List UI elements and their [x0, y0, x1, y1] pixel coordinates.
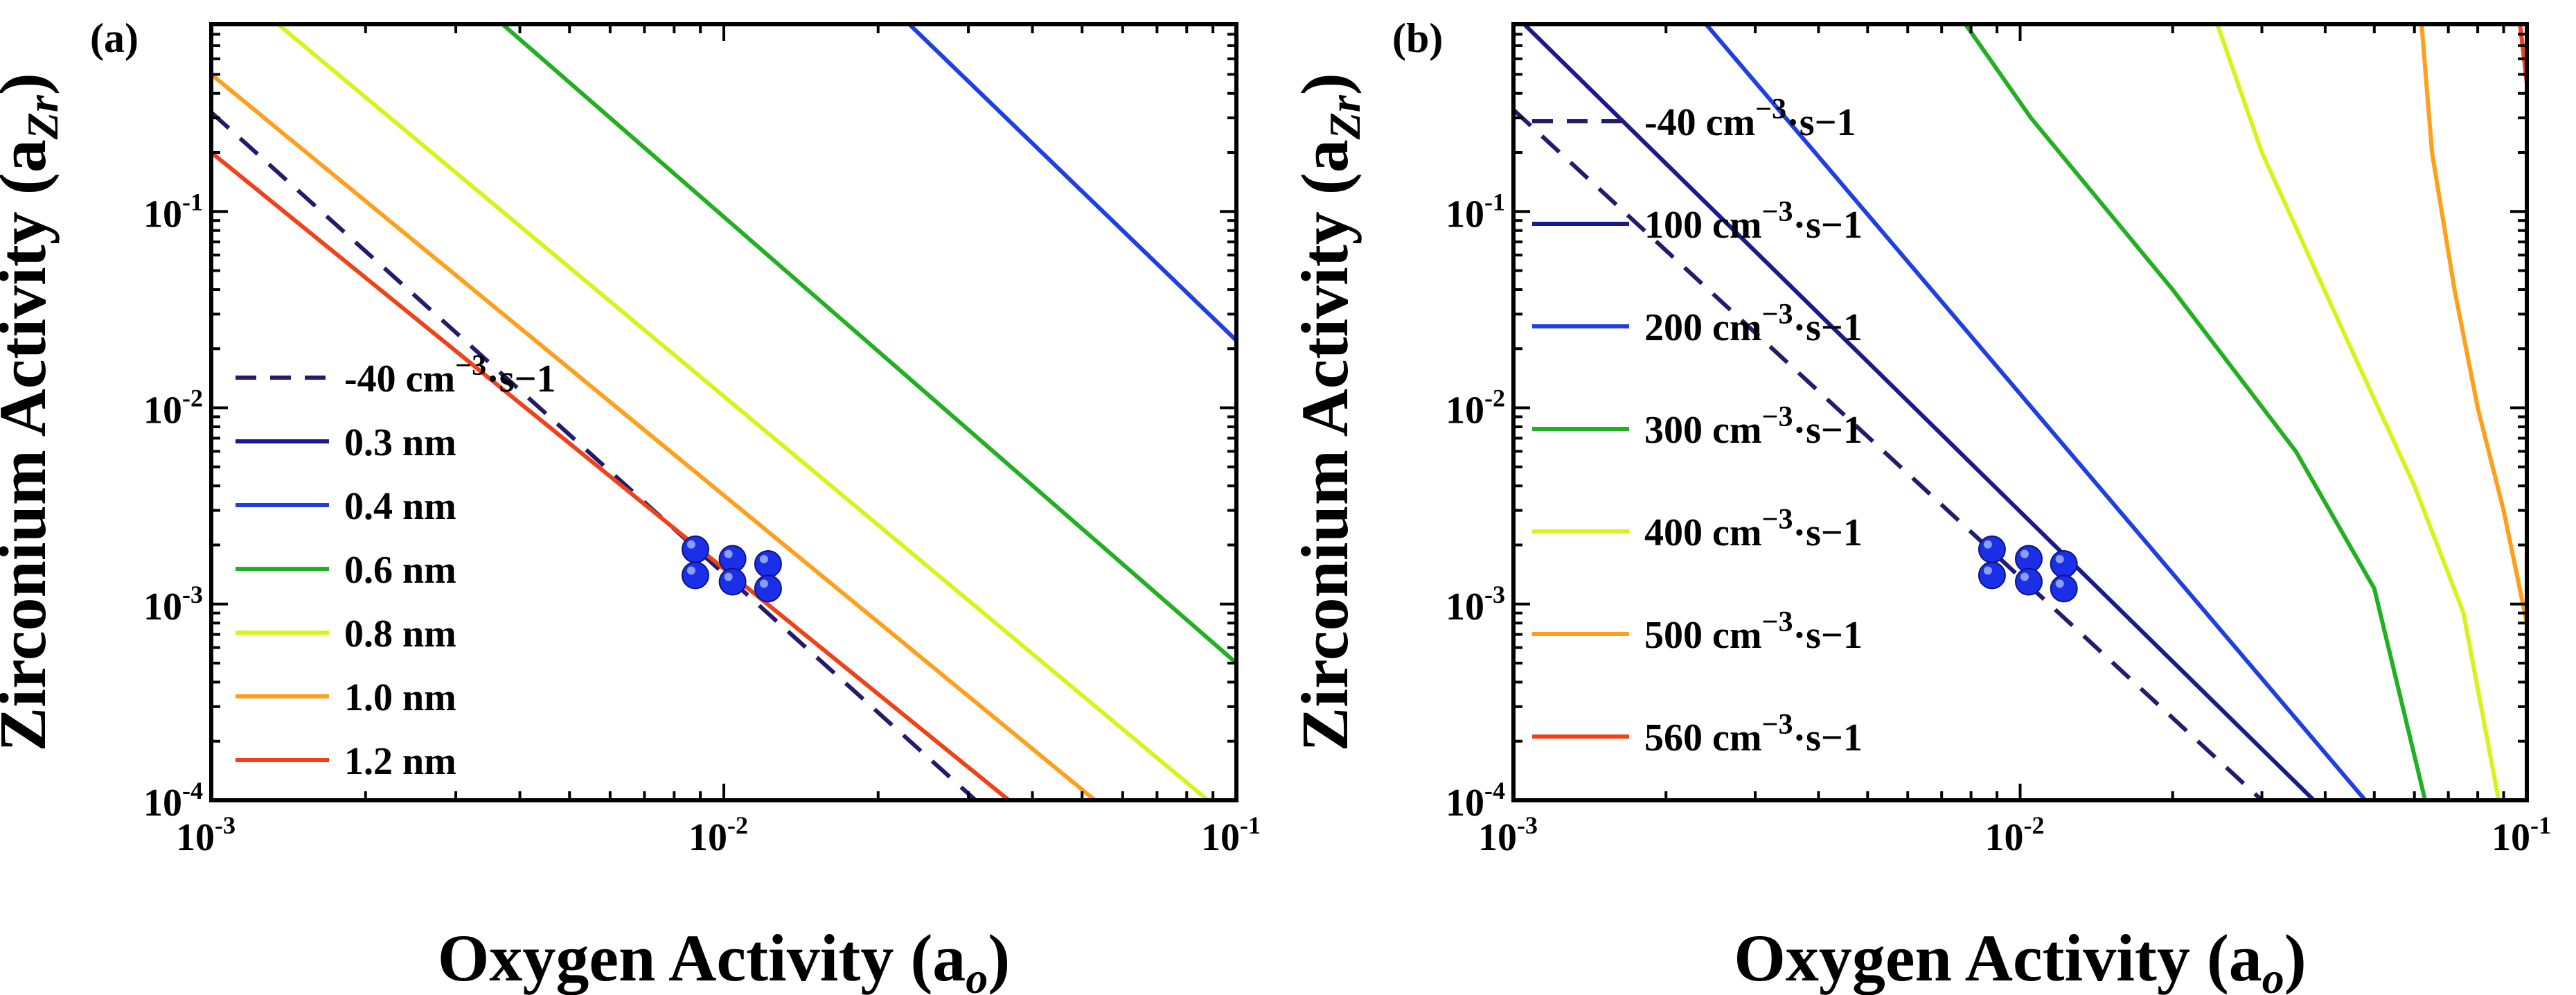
legend-label-0: -40 cm−3·s−1: [344, 350, 556, 400]
data-point-highlight: [1983, 540, 1992, 549]
data-point: [681, 561, 709, 590]
data-point: [2050, 549, 2078, 578]
x-tick-label: 10-2: [689, 811, 748, 859]
series-line-5: [211, 72, 1096, 800]
data-point: [1978, 561, 2006, 590]
legend-label-1: 100 cm−3·s−1: [1644, 196, 1863, 247]
x-tick-label: 10-1: [2491, 811, 2551, 859]
x-axis-title: Oxygen Activity (ao): [1734, 921, 2307, 995]
x-axis-title: Oxygen Activity (ao): [438, 921, 1011, 995]
x-tick-label: 10-1: [1201, 811, 1261, 859]
y-tick-label: 10-4: [1446, 777, 1505, 825]
y-tick-label: 10-1: [143, 188, 203, 236]
data-point: [2050, 574, 2078, 603]
series-line-1: [1522, 24, 2316, 800]
chart-panel-b: 10-3 10-2 10-110-410-310-210-1(b)Oxygen Ac…: [1288, 15, 2551, 995]
legend-label-2: 200 cm−3·s−1: [1644, 299, 1863, 349]
y-tick-label: 10-1: [1446, 188, 1505, 236]
legend-label-1: 0.3 nm: [344, 421, 456, 464]
y-tick-label: 10-4: [143, 777, 203, 825]
series-line-0: [1513, 108, 2264, 800]
legend-label-2: 0.4 nm: [344, 485, 456, 528]
plot-area: [1513, 24, 2527, 800]
series-line-4: [2215, 24, 2501, 800]
x-tick-label: 10-3: [176, 811, 236, 859]
legend-label-6: 1.2 nm: [344, 740, 456, 783]
axis-ticks: [210, 23, 1238, 802]
series-line-5: [2419, 24, 2527, 624]
y-axis-title: Zirconium Activity (aZr): [1288, 73, 1369, 751]
data-point: [1978, 535, 2006, 563]
series-line-2: [1704, 24, 2368, 800]
legend-label-5: 500 cm−3·s−1: [1644, 606, 1863, 657]
legend-label-4: 0.8 nm: [344, 613, 456, 655]
x-tick-label: 10-2: [1985, 811, 2045, 859]
data-point: [754, 574, 782, 603]
series-line-3: [501, 24, 1236, 665]
data-point-highlight: [686, 540, 695, 549]
data-point-highlight: [759, 554, 768, 563]
data-point-highlight: [1983, 566, 1992, 575]
data-markers: [681, 535, 782, 603]
data-point: [681, 535, 709, 563]
data-point-highlight: [2055, 579, 2064, 588]
series-line-3: [1964, 24, 2428, 800]
series-line-0: [211, 110, 977, 800]
y-tick-label: 10-2: [143, 385, 203, 432]
panel-label: (a): [90, 15, 139, 61]
chart-panel-a: 10-3 10-2 10-110-410-310-210-1(a)Oxygen Ac…: [0, 15, 1261, 995]
x-tick-label: 10-3: [1478, 811, 1538, 859]
series-line-6: [211, 150, 1011, 800]
data-markers: [1978, 535, 2078, 603]
plot-area: [211, 24, 1236, 800]
legend-label-3: 300 cm−3·s−1: [1644, 401, 1863, 452]
legend-label-3: 0.6 nm: [344, 549, 456, 592]
y-tick-label: 10-3: [143, 581, 203, 628]
data-point-highlight: [724, 549, 733, 558]
data-point-highlight: [2020, 572, 2029, 581]
legend: -40 cm−3·s−1 0.3 nm 0.4 nm 0.6 nm 0.8 nm 1.0 …: [236, 350, 556, 783]
data-point: [754, 549, 782, 578]
legend-label-5: 1.0 nm: [344, 676, 456, 719]
legend-label-6: 560 cm−3·s−1: [1644, 709, 1863, 759]
y-tick-label: 10-2: [1446, 385, 1505, 432]
y-tick-label: 10-3: [1446, 581, 1505, 628]
legend-label-0: -40 cm−3·s−1: [1644, 94, 1856, 144]
series-line-4: [276, 24, 1209, 800]
data-point-highlight: [724, 572, 733, 581]
series-line-2: [907, 24, 1236, 342]
data-point-highlight: [686, 566, 695, 575]
data-point: [2014, 567, 2043, 596]
data-point-highlight: [759, 579, 768, 588]
data-point-highlight: [2020, 549, 2029, 558]
y-axis-title: Zirconium Activity (aZr): [0, 73, 67, 751]
data-point: [718, 567, 747, 596]
data-point-highlight: [2055, 554, 2064, 563]
legend-label-4: 400 cm−3·s−1: [1644, 504, 1863, 554]
axis-ticks: [1512, 23, 2528, 802]
legend: -40 cm−3·s−1 100 cm−3·s−1 200 cm−3·s−1 300 …: [1532, 94, 1863, 759]
panel-label: (b): [1392, 15, 1443, 61]
